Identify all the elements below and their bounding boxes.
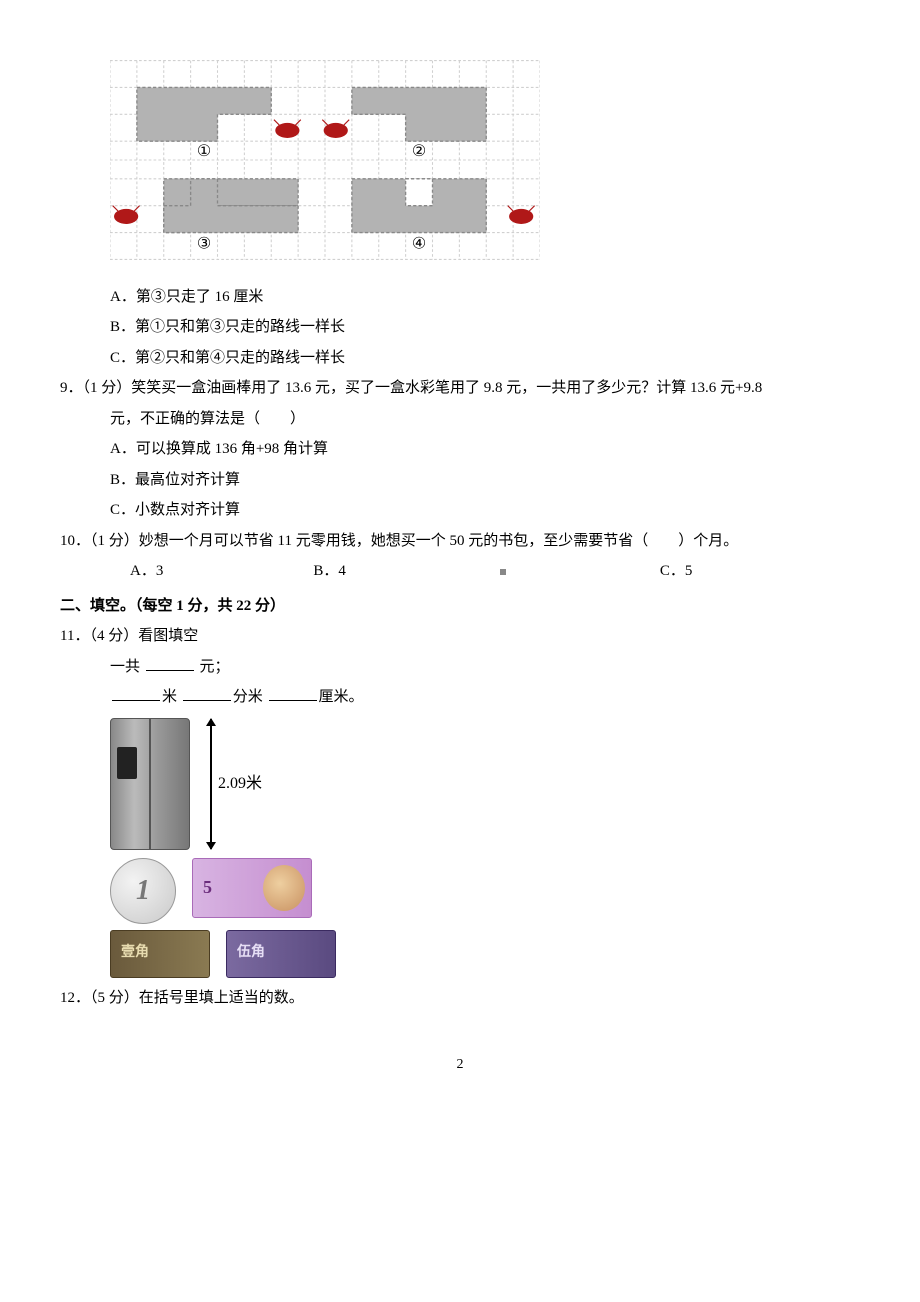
fridge-figure: 2.09米 bbox=[60, 718, 860, 850]
q10-choice-b: B．4 bbox=[313, 557, 346, 586]
q10-choice-a: A．3 bbox=[130, 557, 163, 586]
blank-dm[interactable] bbox=[183, 685, 231, 701]
money-figure: 1 5 壹角 伍角 bbox=[60, 858, 860, 978]
dot-icon bbox=[500, 569, 506, 575]
q10-options: A．3 B．4 C．5 bbox=[60, 557, 860, 586]
blank-yuan[interactable] bbox=[146, 655, 194, 671]
fridge-height-label: 2.09米 bbox=[218, 768, 262, 798]
svg-text:④: ④ bbox=[412, 236, 426, 253]
q11-line1-post: 元； bbox=[200, 659, 230, 675]
coin-1yuan-icon: 1 bbox=[110, 858, 176, 924]
svg-text:②: ② bbox=[412, 143, 426, 160]
q9-choice-b: B．最高位对齐计算 bbox=[60, 466, 860, 495]
blank-cm[interactable] bbox=[269, 685, 317, 701]
note-5yuan-icon: 5 bbox=[192, 858, 312, 918]
q9-choice-c: C．小数点对齐计算 bbox=[60, 496, 860, 525]
blank-m[interactable] bbox=[112, 685, 160, 701]
q11-line1-pre: 一共 bbox=[110, 659, 140, 675]
unit-dm: 分米 bbox=[233, 689, 263, 705]
svg-text:①: ① bbox=[197, 143, 211, 160]
q10-choice-c: C．5 bbox=[660, 557, 693, 586]
section-2-heading: 二、填空。（每空 1 分，共 22 分） bbox=[60, 592, 860, 621]
q12-stem: 12．（5 分）在括号里填上适当的数。 bbox=[60, 984, 860, 1013]
q9-stem2: 元，不正确的算法是（ ） bbox=[60, 405, 860, 434]
q9-choice-a: A．可以换算成 136 角+98 角计算 bbox=[60, 435, 860, 464]
unit-m: 米 bbox=[162, 689, 177, 705]
note-5jiao-icon: 伍角 bbox=[226, 930, 336, 978]
q8-choice-c: C．第②只和第④只走的路线一样长 bbox=[60, 344, 860, 373]
svg-text:③: ③ bbox=[197, 236, 211, 253]
q11-stem: 11．（4 分）看图填空 bbox=[60, 622, 860, 651]
ant-path-diagram: ① ② ③ ④ bbox=[110, 60, 860, 271]
q11-line2: 米 分米 厘米。 bbox=[60, 683, 860, 712]
q8-choice-b: B．第①只和第③只走的路线一样长 bbox=[60, 313, 860, 342]
unit-cm: 厘米。 bbox=[319, 689, 364, 705]
page-number: 2 bbox=[60, 1052, 860, 1079]
fridge-icon bbox=[110, 718, 190, 850]
q9-stem: 9．（1 分）笑笑买一盒油画棒用了 13.6 元，买了一盒水彩笔用了 9.8 元… bbox=[60, 374, 860, 403]
note-1jiao-icon: 壹角 bbox=[110, 930, 210, 978]
q11-line1: 一共 元； bbox=[60, 653, 860, 682]
height-indicator: 2.09米 bbox=[202, 719, 220, 849]
diagram-svg: ① ② ③ ④ bbox=[110, 60, 540, 260]
q8-choice-a: A．第③只走了 16 厘米 bbox=[60, 283, 860, 312]
q10-stem: 10．（1 分）妙想一个月可以节省 11 元零用钱，她想买一个 50 元的书包，… bbox=[60, 527, 860, 556]
